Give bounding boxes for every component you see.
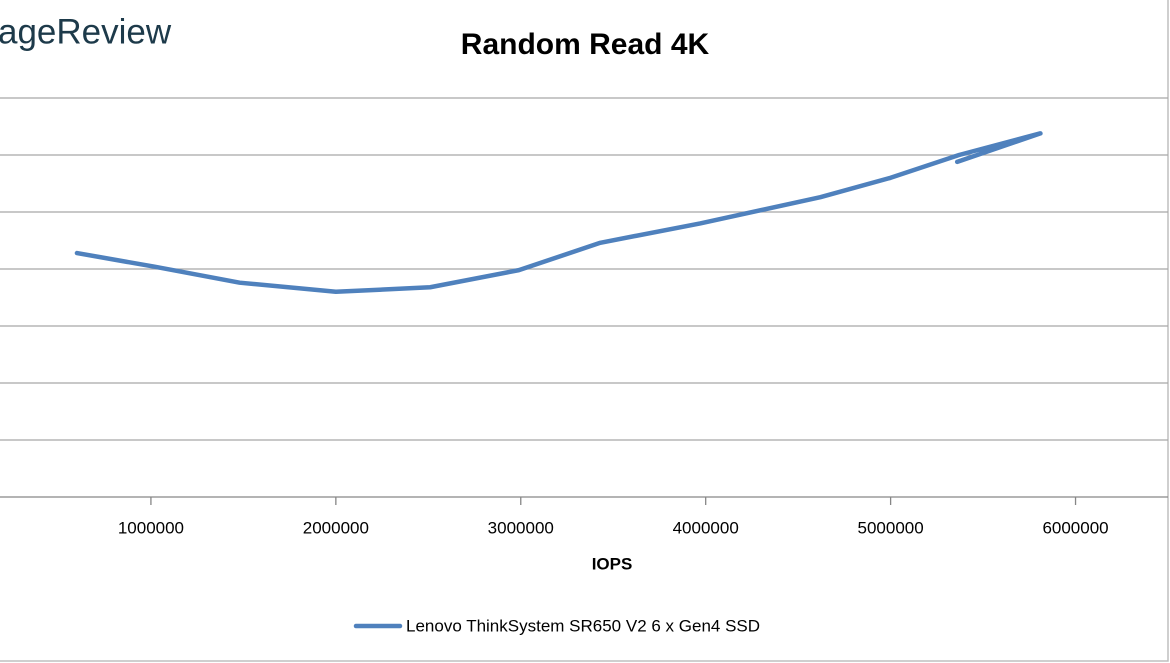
x-axis-label: IOPS: [592, 554, 633, 573]
chart-title: Random Read 4K: [461, 28, 710, 61]
x-tick-label: 6000000: [1042, 518, 1108, 537]
data-line: [74, 131, 1043, 295]
x-tick-label: 2000000: [303, 518, 369, 537]
legend-label: Lenovo ThinkSystem SR650 V2 6 x Gen4 SSD: [406, 616, 760, 635]
x-tick-label: 5000000: [858, 518, 924, 537]
x-tick-label: 4000000: [673, 518, 739, 537]
x-tick-label: 1000000: [118, 518, 184, 537]
x-tick-label: 3000000: [488, 518, 554, 537]
logo: ageReview: [0, 12, 172, 51]
